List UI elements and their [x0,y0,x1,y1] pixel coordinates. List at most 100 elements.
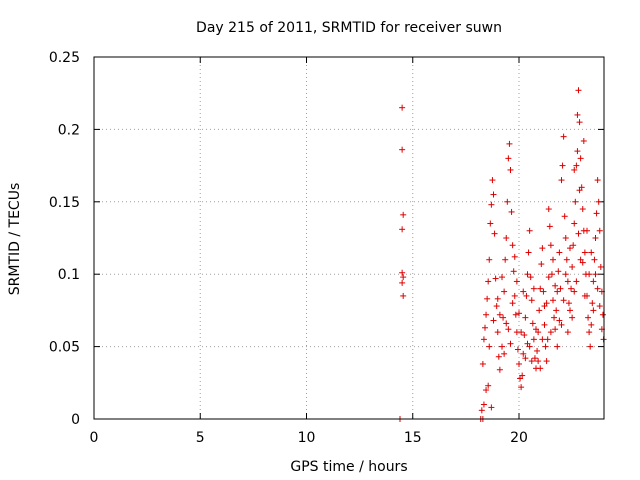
y-tick-label: 0.25 [49,50,80,66]
data-point [550,297,556,304]
data-point [571,166,578,173]
data-point [537,365,544,372]
data-point [485,278,492,285]
data-point [594,285,601,292]
data-point [588,321,595,328]
data-point [484,295,491,302]
data-point [589,300,596,307]
data-point [592,235,599,241]
data-point [596,303,603,310]
data-point [479,360,486,367]
data-point [546,223,553,230]
data-point [594,177,601,184]
x-tick-label: 10 [298,430,316,446]
data-point [575,230,582,237]
data-point [568,285,575,292]
data-point [540,288,547,295]
data-point [514,346,521,353]
y-tick-label: 0.15 [49,195,80,211]
data-point [539,336,546,343]
data-point [400,274,407,281]
data-point [559,162,566,169]
data-point [569,263,576,270]
data-point [495,353,502,360]
data-point [486,343,493,350]
data-point [541,303,548,310]
data-point [558,177,565,184]
data-point [552,326,559,333]
data-point [530,285,537,292]
data-point [519,372,526,379]
data-point [588,249,595,256]
data-point [499,343,505,350]
data-point [580,137,587,144]
data-point [541,321,548,328]
data-point [552,282,559,289]
data-point [534,347,541,354]
data-point [537,285,544,292]
data-point [560,133,567,140]
data-point [513,278,520,285]
y-axis-label: SRMTID / TECUs [7,183,23,296]
y-tick-label: 0.1 [58,267,80,283]
data-point [521,332,528,339]
data-point [494,295,501,302]
data-point [505,326,512,333]
data-point [510,268,517,275]
data-point [579,206,586,213]
data-point [488,404,495,411]
data-point [547,329,554,336]
data-point [501,288,508,295]
data-point [570,242,577,249]
data-point [562,235,569,241]
data-point [536,307,543,314]
data-point [493,303,500,310]
data-point [533,326,539,333]
data-point [503,235,510,241]
data-point [490,191,497,198]
x-tick-label: 20 [510,430,528,446]
data-point [530,336,537,343]
data-point [576,187,583,194]
data-point [585,314,592,321]
data-point [545,274,552,281]
data-point [511,292,518,299]
data-point [523,292,530,299]
data-point [535,358,542,365]
data-point [480,336,487,343]
data-point [525,249,532,256]
y-tick-label: 0.2 [58,122,80,138]
data-point [581,249,588,256]
data-point [590,307,597,314]
data-point [592,271,599,278]
data-point [509,300,516,307]
data-point [500,314,507,321]
data-point [574,148,581,155]
data-point [571,220,578,227]
y-tick-label: 0 [71,412,80,428]
data-point [547,242,554,249]
data-point [505,155,512,162]
data-point [553,307,560,314]
data-point [499,274,505,281]
data-point [520,350,527,357]
data-point [496,311,503,318]
data-point [486,256,493,263]
data-point [543,358,550,365]
data-point [577,155,584,162]
data-point [507,340,514,347]
data-point [399,269,406,276]
data-point [590,278,597,285]
data-point [520,288,527,295]
data-points [397,87,607,422]
chart-title: Day 215 of 2011, SRMTID for receiver suw… [196,20,502,36]
data-point [591,256,598,263]
y-tick-label: 0.05 [49,340,80,356]
data-point [542,343,549,350]
data-point [485,382,492,389]
data-point [518,384,525,391]
data-point [586,329,593,336]
data-point [527,274,534,281]
data-point [572,198,579,205]
data-point [571,288,578,295]
